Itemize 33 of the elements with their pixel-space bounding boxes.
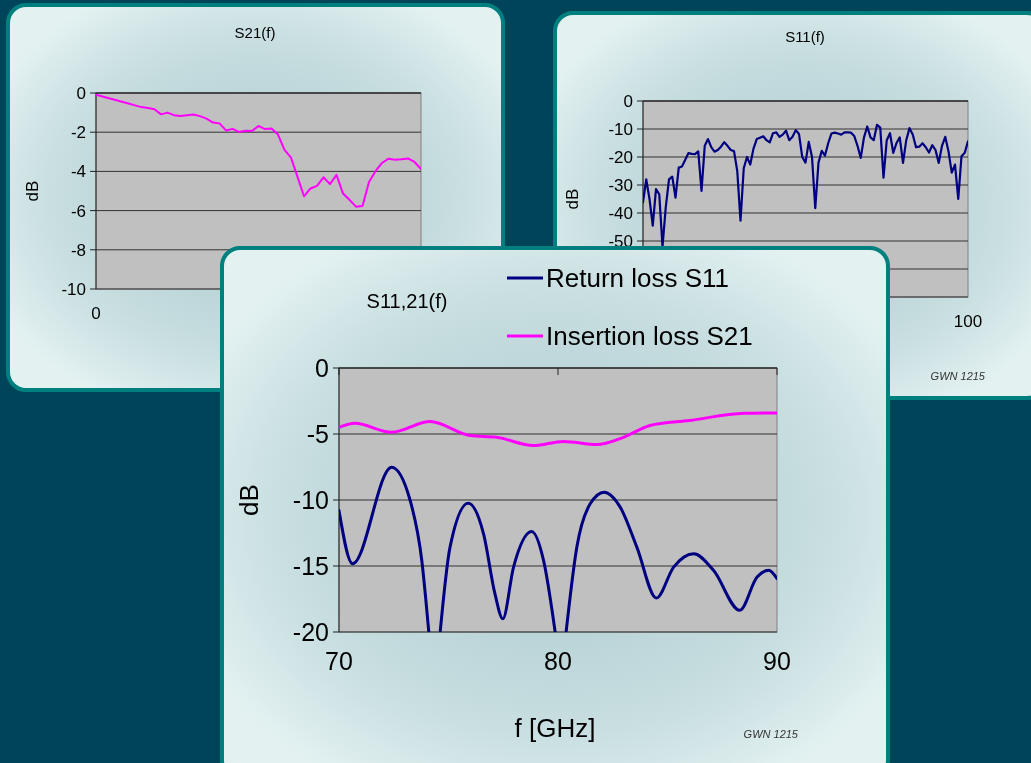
legend-label: Return loss S11: [546, 263, 730, 294]
y-tick-label: -10: [61, 279, 86, 299]
y-tick-label: -20: [608, 147, 633, 167]
y-axis-title: dB: [234, 484, 264, 516]
y-tick-label: -10: [292, 485, 329, 514]
y-tick-label: -8: [70, 240, 86, 260]
y-tick-label: 0: [315, 353, 329, 382]
y-tick-label: -4: [70, 162, 86, 182]
line-series: [339, 411, 777, 448]
line-series: [643, 123, 968, 248]
y-tick-label: -10: [608, 119, 633, 139]
y-axis-title: dB: [23, 180, 42, 202]
y-tick-label: -15: [292, 551, 329, 580]
y-tick-label: 0: [76, 83, 86, 103]
chart-title: S11,21(f): [366, 290, 448, 312]
x-axis-title: f [GHz]: [514, 713, 596, 743]
y-tick-label: -20: [292, 617, 329, 646]
chart-title: S21(f): [234, 24, 276, 41]
y-tick-label: -6: [70, 201, 86, 221]
x-tick-label: 90: [763, 647, 791, 675]
text: GWN 1215: [930, 370, 986, 382]
x-tick-label: 100: [953, 312, 983, 331]
chart-title: S11(f): [785, 28, 825, 45]
y-axis-title: dB: [563, 188, 582, 210]
y-tick-label: -30: [608, 175, 633, 195]
text: GWN 1215: [743, 728, 799, 740]
y-tick-label: -40: [608, 203, 633, 223]
legend-label: Insertion loss S21: [546, 321, 753, 352]
x-tick-label: 70: [325, 647, 353, 675]
y-tick-label: -2: [70, 123, 86, 143]
y-tick-label: -5: [306, 419, 329, 448]
y-tick-label: 0: [623, 91, 633, 111]
x-tick-label: 80: [544, 647, 572, 675]
